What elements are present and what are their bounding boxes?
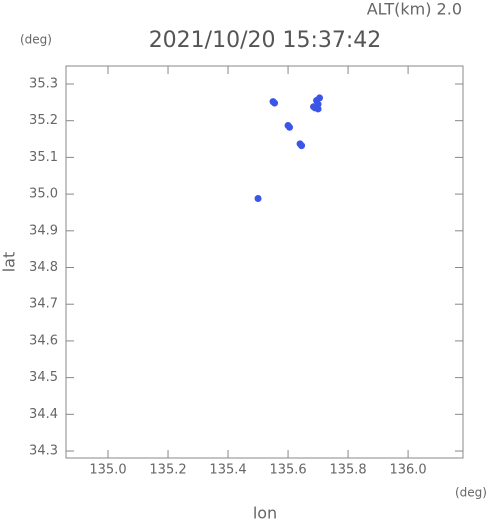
- y-axis-label: lat: [0, 252, 19, 273]
- y-tick-label: 34.6: [29, 333, 58, 348]
- echo-point: [286, 123, 294, 131]
- y-tick-label: 34.3: [29, 444, 58, 459]
- y-tick-label: 35.3: [29, 76, 58, 91]
- chart-title: 2021/10/20 15:37:42: [149, 28, 382, 53]
- x-tick-label: 135.8: [329, 463, 366, 478]
- echo-point: [254, 195, 262, 203]
- x-unit: (deg): [455, 486, 487, 500]
- altitude-label: ALT(km) 2.0: [367, 0, 462, 19]
- y-tick-label: 34.9: [29, 223, 58, 238]
- y-tick-label: 35.1: [29, 150, 58, 165]
- echo-point: [271, 99, 279, 107]
- plot-frame: [65, 65, 464, 459]
- y-tick-label: 34.7: [29, 297, 58, 312]
- x-tick-label: 135.2: [149, 463, 186, 478]
- y-tick-label: 34.5: [29, 370, 58, 385]
- echo-point: [298, 142, 306, 150]
- x-tick-label: 135.4: [209, 463, 246, 478]
- y-tick-label: 35.2: [29, 113, 58, 128]
- y-unit: (deg): [20, 33, 52, 47]
- x-tick-label: 135.6: [269, 463, 306, 478]
- y-tick-label: 34.4: [29, 407, 58, 422]
- x-tick-label: 135.0: [89, 463, 126, 478]
- y-tick-label: 35.0: [29, 187, 58, 202]
- y-tick-label: 34.8: [29, 260, 58, 275]
- x-tick-label: 136.0: [389, 463, 426, 478]
- x-axis-label: lon: [253, 504, 277, 521]
- echo-point: [314, 100, 322, 108]
